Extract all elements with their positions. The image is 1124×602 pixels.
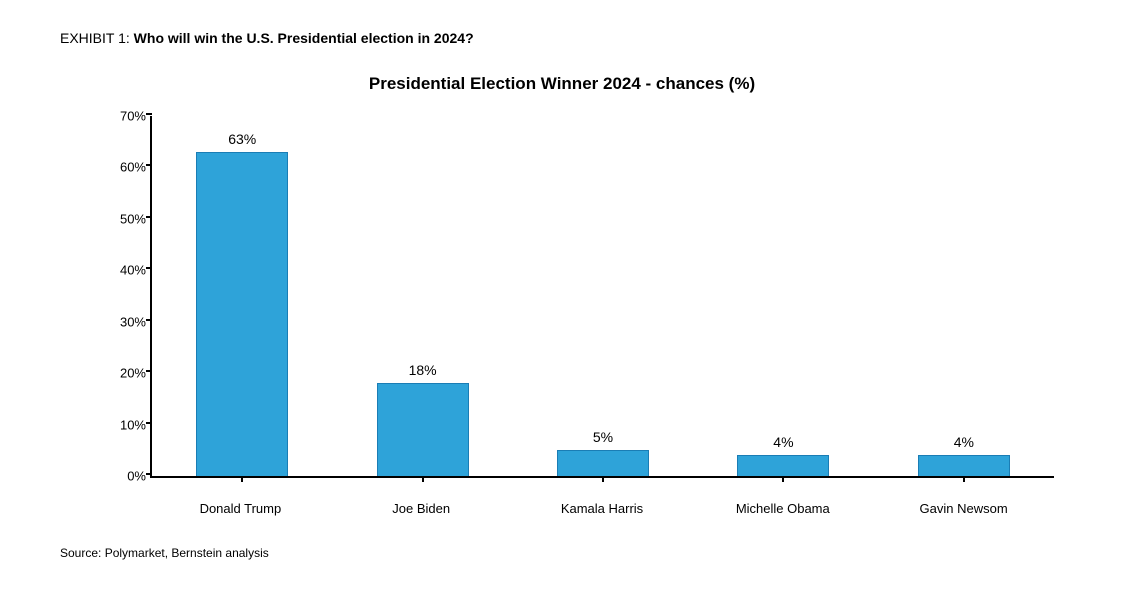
y-tick-label: 10% [102,417,146,432]
y-tick-label: 20% [102,366,146,381]
y-tick-label: 60% [102,160,146,175]
y-tick-mark [146,422,152,424]
source-attribution: Source: Polymarket, Bernstein analysis [60,546,1064,560]
bar-slot: 5% [513,116,693,476]
x-axis-label: Michelle Obama [692,501,873,516]
x-axis-label: Donald Trump [150,501,331,516]
bar: 5% [557,450,649,476]
exhibit-heading: EXHIBIT 1: Who will win the U.S. Preside… [60,30,1064,46]
x-axis-label: Gavin Newsom [873,501,1054,516]
exhibit-question: Who will win the U.S. Presidential elect… [134,30,474,46]
y-tick-label: 70% [102,109,146,124]
bar-value-label: 18% [409,362,437,378]
y-tick-mark [146,267,152,269]
bar-value-label: 4% [773,434,793,450]
bar: 4% [918,455,1010,476]
x-axis-label: Kamala Harris [512,501,693,516]
y-tick-mark [146,216,152,218]
y-tick-label: 30% [102,314,146,329]
y-tick-label: 0% [102,469,146,484]
chart-title: Presidential Election Winner 2024 - chan… [60,74,1064,94]
bar-slot: 4% [693,116,873,476]
y-tick-label: 50% [102,211,146,226]
bar-slot: 18% [332,116,512,476]
bar-value-label: 5% [593,429,613,445]
bar: 4% [737,455,829,476]
x-axis-label: Joe Biden [331,501,512,516]
exhibit-prefix: EXHIBIT 1: [60,30,130,46]
bars-container: 63% 18% 5% 4% 4% [152,116,1054,476]
x-tick-mark [422,476,424,482]
y-tick-mark [146,113,152,115]
x-axis-labels: Donald TrumpJoe BidenKamala HarrisMichel… [150,501,1054,516]
bar: 18% [377,383,469,476]
bar-slot: 4% [874,116,1054,476]
bar-slot: 63% [152,116,332,476]
y-tick-mark [146,370,152,372]
bar-value-label: 63% [228,131,256,147]
plot-area: 63%18%5%4%4% 0%10%20%30%40%50%60%70% [150,116,1054,478]
y-tick-mark [146,473,152,475]
y-tick-mark [146,319,152,321]
x-tick-mark [782,476,784,482]
bar-value-label: 4% [954,434,974,450]
y-tick-mark [146,164,152,166]
x-tick-mark [963,476,965,482]
y-tick-label: 40% [102,263,146,278]
bar: 63% [196,152,288,476]
bar-chart: 63% 18% 5% 4% 4% 0% 10% 20% 30% 40% 50% 60% 70% Don… [100,106,1054,526]
x-tick-mark [602,476,604,482]
x-tick-mark [241,476,243,482]
